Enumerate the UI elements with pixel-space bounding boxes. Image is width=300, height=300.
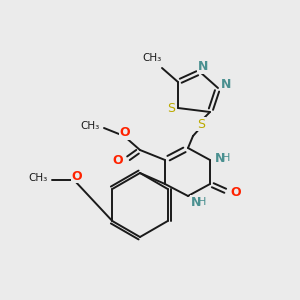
Text: N: N <box>215 152 225 164</box>
Text: O: O <box>72 169 82 182</box>
Text: S: S <box>197 118 205 130</box>
Text: O: O <box>231 185 241 199</box>
Text: CH₃: CH₃ <box>142 53 162 63</box>
Text: S: S <box>167 101 175 115</box>
Text: N: N <box>198 61 208 74</box>
Text: N: N <box>221 79 231 92</box>
Text: CH₃: CH₃ <box>28 173 48 183</box>
Text: O: O <box>120 127 130 140</box>
Text: N: N <box>191 196 201 208</box>
Text: H: H <box>198 197 206 207</box>
Text: CH₃: CH₃ <box>80 121 100 131</box>
Text: H: H <box>222 153 230 163</box>
Text: O: O <box>113 154 123 166</box>
